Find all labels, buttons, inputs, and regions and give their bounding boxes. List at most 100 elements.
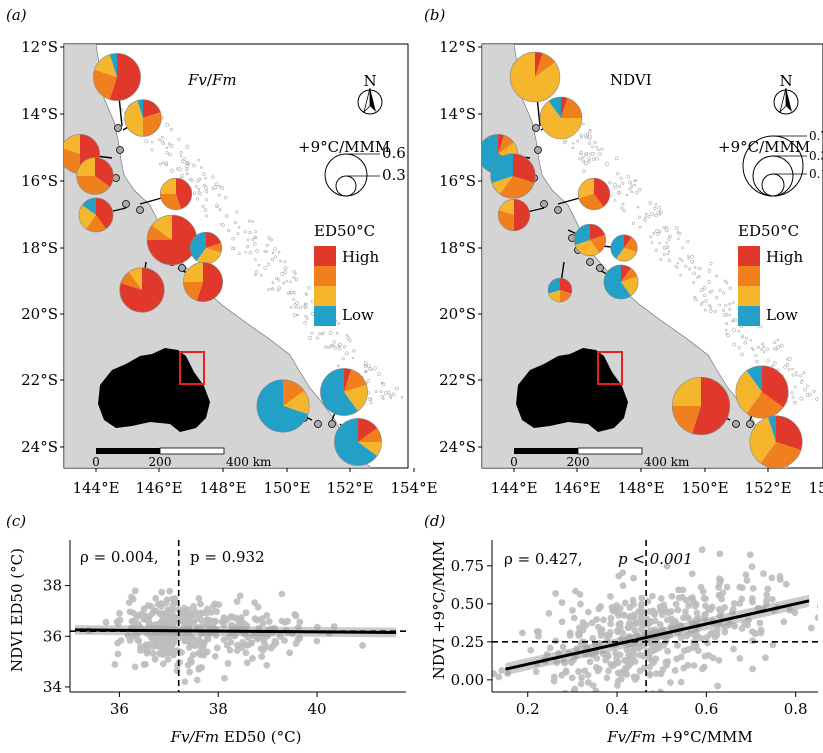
reef [650, 241, 654, 244]
data-point [313, 637, 321, 645]
reef [699, 288, 704, 292]
reef [248, 231, 252, 235]
data-point [723, 583, 731, 591]
reef [792, 400, 797, 405]
pie-chart [610, 234, 638, 262]
pie-slice [128, 267, 142, 290]
reef [654, 203, 658, 206]
reef [188, 177, 192, 181]
reef [205, 190, 209, 194]
reef [791, 368, 794, 371]
data-point [729, 605, 737, 613]
north-label: N [779, 72, 792, 90]
reef [292, 275, 296, 279]
lon-label: 150°E [681, 479, 728, 497]
data-point [715, 656, 723, 664]
lon-label: 146°E [553, 479, 600, 497]
reef [773, 340, 777, 345]
pie-slice [196, 262, 223, 302]
reef [571, 146, 574, 150]
reef [327, 346, 330, 349]
data-point [190, 635, 197, 643]
data-point [581, 667, 589, 675]
data-point [575, 705, 582, 712]
data-point [655, 691, 658, 692]
pie-slice [160, 178, 176, 194]
pie-slice [190, 232, 206, 261]
reef [164, 161, 168, 165]
site-marker [554, 206, 562, 214]
reef [724, 303, 728, 307]
reef [805, 384, 809, 388]
lon-label: 148°E [199, 479, 246, 497]
reef [595, 156, 599, 161]
pie-slice [749, 417, 776, 464]
reef [731, 319, 734, 323]
data-point [160, 636, 168, 644]
data-point [671, 667, 679, 674]
data-point [764, 585, 772, 593]
data-point [174, 606, 182, 613]
pie-slice [535, 53, 556, 77]
reef [630, 190, 634, 194]
data-point [479, 701, 486, 708]
pie-outline [577, 177, 611, 211]
data-point [138, 610, 145, 618]
data-point [756, 619, 764, 627]
reef [337, 364, 340, 368]
data-point [584, 608, 592, 616]
site-marker [732, 420, 740, 428]
data-point [607, 620, 615, 628]
data-point [768, 574, 776, 582]
reef [290, 290, 294, 294]
pie-slice [578, 178, 594, 199]
reef [177, 167, 182, 172]
data-point [172, 599, 180, 606]
reef [277, 278, 281, 282]
pie-slice [491, 176, 513, 195]
reef [305, 316, 309, 320]
data-point [170, 638, 178, 646]
data-point [688, 570, 696, 578]
reef [728, 286, 732, 290]
north-needle [779, 87, 787, 114]
reef [677, 237, 680, 240]
reef [168, 152, 172, 157]
reef [588, 134, 592, 138]
reef [179, 151, 183, 154]
plot-area [70, 540, 406, 692]
data-point [213, 608, 221, 615]
data-point [577, 680, 585, 688]
data-point [576, 630, 583, 638]
reef [267, 236, 271, 240]
pie-slice [621, 276, 639, 296]
inset-australia [516, 348, 628, 432]
lon-label: 154°E [808, 479, 823, 497]
data-point [286, 649, 294, 657]
reef [257, 263, 261, 267]
reef [785, 362, 790, 367]
pie-slice [334, 418, 378, 466]
color-legend-swatch [314, 286, 336, 306]
reef [761, 342, 764, 346]
data-point [742, 571, 750, 579]
reef [157, 138, 161, 142]
data-point [213, 644, 221, 652]
data-point [748, 563, 756, 571]
data-point [193, 615, 200, 623]
reef [381, 382, 386, 387]
reef [271, 281, 275, 284]
reef [812, 389, 816, 393]
data-point [699, 588, 707, 596]
data-point [701, 602, 709, 610]
data-point [649, 592, 656, 600]
reef [204, 198, 209, 202]
pie-chart [119, 267, 165, 313]
pie-slice [498, 199, 514, 215]
pie-slice [160, 194, 181, 210]
reef [254, 273, 257, 277]
reef [772, 361, 777, 366]
reef [185, 169, 188, 172]
data-point [736, 600, 744, 607]
x-tick-label: 38 [209, 700, 228, 718]
